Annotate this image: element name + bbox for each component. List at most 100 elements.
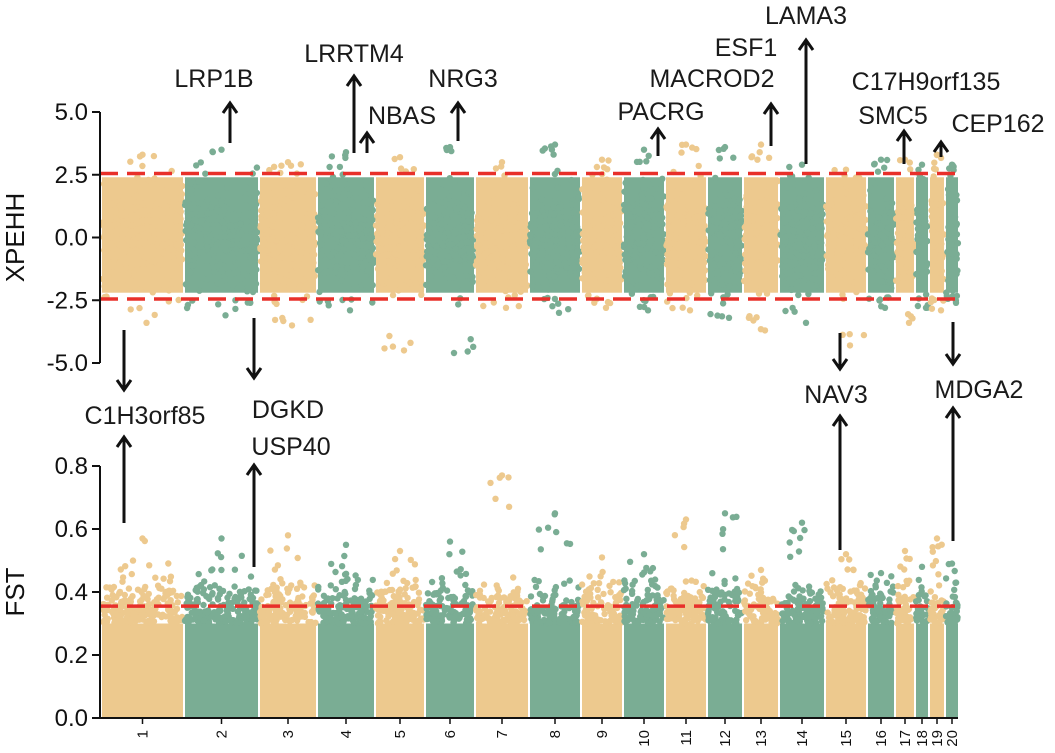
xpehh-point xyxy=(247,179,254,186)
xpehh-point xyxy=(554,184,561,191)
fst-point xyxy=(480,581,488,588)
xpehh-point xyxy=(434,196,441,204)
xpehh-point xyxy=(726,272,733,279)
xpehh-peak-point xyxy=(598,156,606,163)
xpehh-point xyxy=(671,198,678,205)
xpehh-point xyxy=(278,162,285,169)
xpehh-point xyxy=(678,254,685,262)
fst-point xyxy=(897,609,904,616)
xpehh-point xyxy=(455,301,462,308)
xpehh-point xyxy=(164,209,171,217)
xpehh-point xyxy=(574,248,582,255)
xpehh-point xyxy=(126,247,134,254)
xpehh-point xyxy=(804,230,812,237)
xpehh-point xyxy=(391,155,398,163)
xpehh-point xyxy=(807,196,815,204)
xpehh-point xyxy=(406,244,414,251)
xpehh-point xyxy=(639,194,646,201)
xpehh-point xyxy=(245,233,252,241)
xpehh-point xyxy=(513,225,520,232)
xpehh-point xyxy=(823,218,830,225)
xpehh-point xyxy=(482,250,489,258)
fst-point xyxy=(620,586,628,594)
xpehh-point xyxy=(922,217,929,225)
xpehh-point xyxy=(210,268,218,276)
fst-point xyxy=(951,567,958,575)
xpehh-point xyxy=(121,241,128,249)
xpehh-point xyxy=(178,247,185,254)
xpehh-point xyxy=(664,281,671,288)
fst-point xyxy=(700,583,707,590)
xpehh-point xyxy=(434,261,441,269)
fst-point xyxy=(628,590,636,597)
xpehh-point xyxy=(276,205,283,212)
xpehh-point xyxy=(492,211,499,218)
xpehh-point xyxy=(736,272,743,279)
fst-point xyxy=(494,608,501,615)
xpehh-point xyxy=(270,163,278,170)
fst-point xyxy=(800,595,807,602)
xpehh-point xyxy=(897,241,905,248)
fst-point xyxy=(340,618,347,626)
xpehh-point xyxy=(158,185,166,192)
xpehh-point xyxy=(310,259,317,267)
fst-peak-point xyxy=(842,551,850,558)
fst-point xyxy=(643,597,650,604)
fst-point xyxy=(867,571,874,579)
xpehh-point xyxy=(477,221,484,228)
xpehh-point xyxy=(589,265,596,272)
xpehh-point xyxy=(197,159,204,166)
fst-band-chr-13 xyxy=(744,623,778,718)
xpehh-point xyxy=(900,208,907,215)
xpehh-point xyxy=(349,244,356,252)
xpehh-point xyxy=(908,202,915,209)
xpehh-point xyxy=(597,277,604,284)
fst-point xyxy=(338,578,346,585)
xpehh-min-point xyxy=(761,327,769,334)
xpehh-point xyxy=(362,258,369,265)
xpehh-peak-point xyxy=(446,143,454,151)
xpehh-peak-point xyxy=(498,159,506,166)
xpehh-point xyxy=(152,206,159,213)
fst-point xyxy=(531,576,538,584)
fst-point xyxy=(937,609,945,616)
xpehh-point xyxy=(948,256,955,263)
fst-point xyxy=(780,610,787,617)
fst-band-chr-2 xyxy=(185,623,258,718)
xpehh-point xyxy=(227,232,234,240)
fst-point xyxy=(887,588,894,595)
xpehh-point xyxy=(701,267,709,274)
xpehh-point xyxy=(688,209,695,216)
xpehh-point xyxy=(718,281,726,288)
xpehh-point xyxy=(193,205,200,213)
xpehh-point xyxy=(907,207,914,214)
fst-band-chr-1 xyxy=(102,623,183,718)
xpehh-point xyxy=(246,259,253,266)
xpehh-point xyxy=(845,199,852,207)
xpehh-point xyxy=(278,253,285,261)
fst-point xyxy=(457,566,464,573)
xpehh-point xyxy=(323,180,330,187)
xpehh-point xyxy=(415,262,422,269)
xpehh-point xyxy=(834,196,841,203)
xpehh-point xyxy=(692,278,699,285)
xpehh-point xyxy=(515,302,522,310)
xpehh-point xyxy=(714,285,721,293)
fst-point xyxy=(148,619,155,626)
xpehh-point xyxy=(783,247,790,255)
xpehh-point xyxy=(527,223,534,231)
xpehh-point xyxy=(385,251,392,258)
fst-peak-point xyxy=(498,472,506,479)
fst-point xyxy=(457,572,464,579)
xpehh-point xyxy=(235,211,243,218)
fst-point xyxy=(315,583,322,591)
xpehh-point xyxy=(710,208,717,215)
xpehh-point xyxy=(749,213,757,220)
fst-point xyxy=(859,596,867,603)
fst-point xyxy=(888,573,895,580)
xpehh-point xyxy=(220,224,228,232)
xpehh-point xyxy=(459,217,466,224)
xpehh-point xyxy=(743,194,750,202)
fst-point xyxy=(193,584,200,591)
fst-point xyxy=(394,615,402,622)
